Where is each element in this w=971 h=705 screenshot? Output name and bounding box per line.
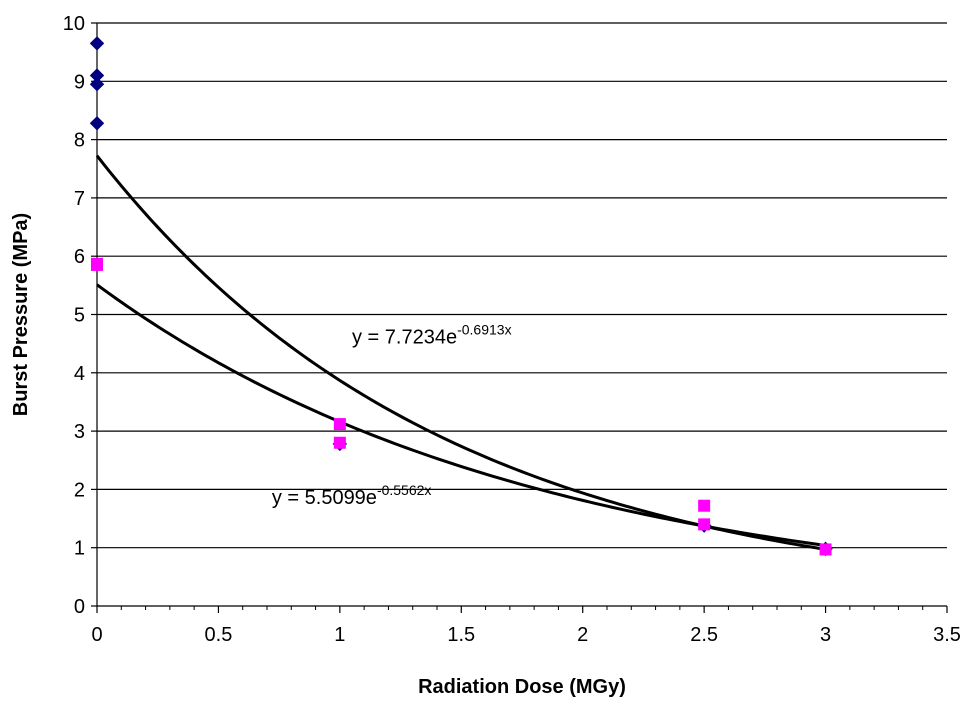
x-tick-label-3: 1.5 [447, 624, 475, 646]
y-tick-label-1: 1 [74, 538, 85, 560]
x-tick-label-0: 0 [91, 624, 102, 646]
y-tick-label-4: 4 [74, 363, 85, 385]
series-1-point-1 [91, 258, 103, 271]
x-tick-label-6: 3 [820, 624, 831, 646]
y-tick-label-8: 8 [74, 130, 85, 152]
data-points [89, 36, 833, 557]
series-0-point-3 [89, 116, 105, 131]
x-tick-label-2: 1 [334, 624, 345, 646]
series-0-point-0 [89, 36, 105, 51]
trendline-equation-1: y = 5.5099e-0.5562x [272, 482, 432, 509]
x-axis-title: Radiation Dose (MGy) [418, 676, 626, 698]
y-tick-label-3: 3 [74, 421, 85, 443]
x-tick-label-5: 2.5 [690, 624, 718, 646]
series-1-point-2 [333, 418, 346, 431]
y-tick-label-5: 5 [74, 305, 85, 327]
x-tick-label-7: 3.5 [933, 624, 961, 646]
trendlines [95, 154, 826, 551]
trendline-equation-exponent: -0.5562x [377, 482, 431, 498]
trendline-equation-base: y = 7.7234e [352, 327, 457, 349]
trendline-equation-0: y = 7.7234e-0.6913x [352, 322, 512, 349]
series-0-point-2 [89, 77, 105, 92]
y-tick-label-6: 6 [74, 246, 85, 268]
y-axis-title: Burst Pressure (MPa) [10, 213, 32, 416]
y-tick-label-10: 10 [63, 13, 85, 35]
y-tick-label-2: 2 [74, 479, 85, 501]
x-tick-label-1: 0.5 [205, 624, 233, 646]
series-1-point-5 [698, 518, 711, 531]
grid-lines [97, 22, 947, 549]
series-1-point-3 [333, 436, 346, 449]
trendline-equation-base: y = 5.5099e [272, 487, 377, 509]
trendline-equation-exponent: -0.6913x [457, 322, 511, 338]
series-1-point-6 [819, 543, 832, 556]
y-tick-label-9: 9 [74, 71, 85, 93]
x-tick-label-4: 2 [577, 624, 588, 646]
series-1-point-4 [698, 499, 711, 512]
y-tick-label-0: 0 [74, 596, 85, 618]
trendline-0 [95, 154, 826, 551]
y-tick-label-7: 7 [74, 188, 85, 210]
axes [91, 22, 948, 613]
